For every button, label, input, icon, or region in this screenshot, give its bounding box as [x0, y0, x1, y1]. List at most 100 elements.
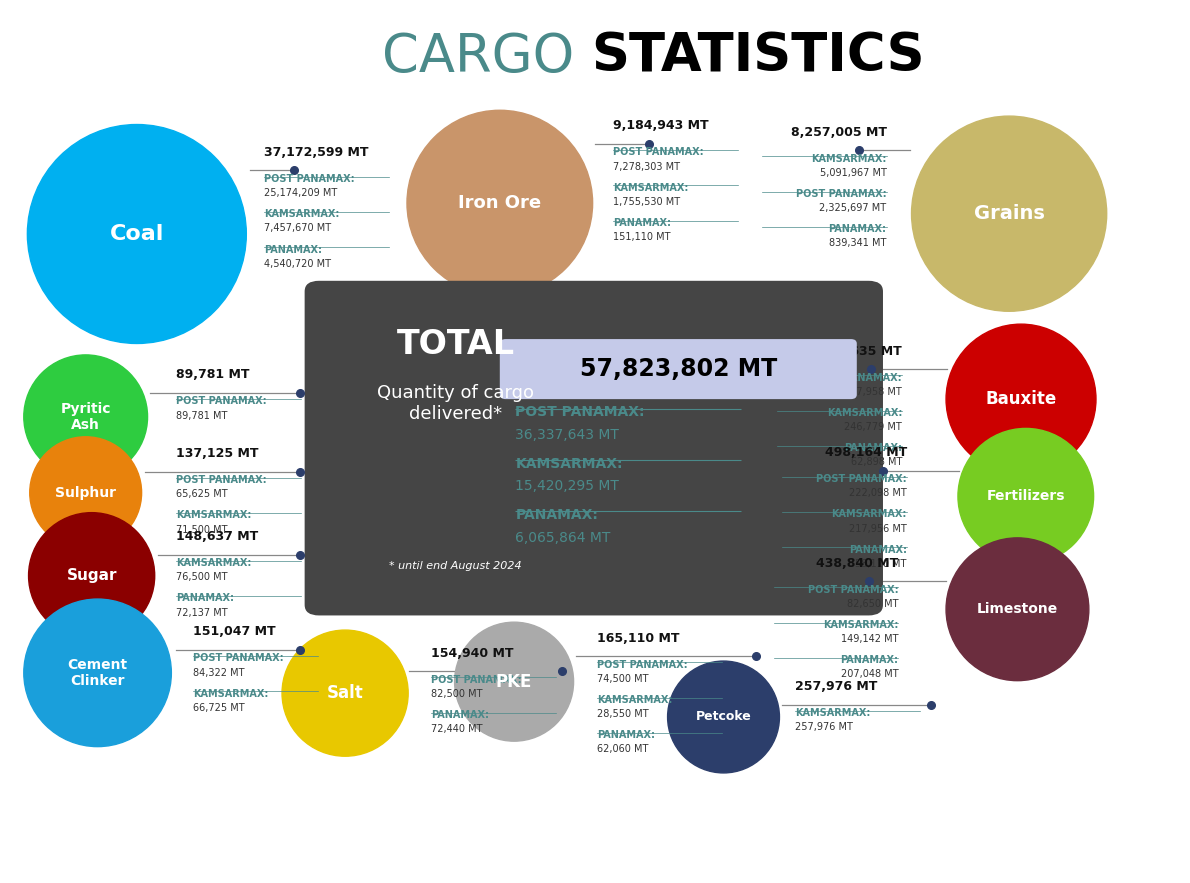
Text: 58,110 MT: 58,110 MT [856, 559, 907, 569]
Text: Quantity of cargo
delivered*: Quantity of cargo delivered* [377, 384, 534, 423]
Text: PANAMAX:: PANAMAX: [613, 218, 671, 228]
Text: 57,823,802 MT: 57,823,802 MT [580, 357, 777, 381]
Text: 857,958 MT: 857,958 MT [844, 387, 902, 396]
Ellipse shape [24, 599, 171, 747]
Text: 82,650 MT: 82,650 MT [847, 599, 898, 608]
Text: PANAMAX:: PANAMAX: [840, 655, 898, 665]
Text: 6,065,864 MT: 6,065,864 MT [515, 531, 610, 545]
Text: 71,500 MT: 71,500 MT [176, 525, 227, 534]
Text: 66,725 MT: 66,725 MT [193, 703, 244, 713]
Text: Petcoke: Petcoke [696, 711, 751, 723]
Ellipse shape [912, 116, 1107, 312]
Text: POST PANAMAX:: POST PANAMAX: [816, 474, 907, 484]
Text: PANAMAX:: PANAMAX: [844, 443, 902, 453]
Text: KAMSARMAX:: KAMSARMAX: [515, 457, 622, 471]
Text: POST PANAMAX:: POST PANAMAX: [613, 147, 703, 157]
Text: 5,091,967 MT: 5,091,967 MT [820, 168, 887, 177]
Text: 84,322 MT: 84,322 MT [193, 668, 244, 677]
Text: 36,337,643 MT: 36,337,643 MT [515, 428, 619, 442]
Text: POST PANAMAX:: POST PANAMAX: [176, 475, 267, 485]
Text: 15,420,295 MT: 15,420,295 MT [515, 479, 619, 494]
Text: 257,976 MT: 257,976 MT [795, 680, 877, 693]
Ellipse shape [455, 623, 574, 741]
Text: Pyritic
Ash: Pyritic Ash [61, 402, 111, 432]
Ellipse shape [30, 437, 142, 548]
Text: Fertilizers: Fertilizers [987, 489, 1065, 503]
Text: CARGO: CARGO [382, 31, 591, 83]
Text: 165,110 MT: 165,110 MT [597, 631, 679, 645]
FancyBboxPatch shape [500, 339, 857, 399]
Text: Limestone: Limestone [977, 602, 1058, 616]
Text: * until end August 2024: * until end August 2024 [389, 562, 522, 571]
Text: 1,167,635 MT: 1,167,635 MT [807, 344, 902, 358]
Text: 9,184,943 MT: 9,184,943 MT [613, 119, 708, 132]
Text: PKE: PKE [496, 673, 532, 691]
Text: PANAMAX:: PANAMAX: [848, 545, 907, 555]
Text: 148,637 MT: 148,637 MT [176, 530, 258, 543]
Text: Iron Ore: Iron Ore [458, 194, 541, 212]
Ellipse shape [407, 110, 593, 296]
Text: 4,540,720 MT: 4,540,720 MT [264, 259, 331, 268]
Text: 222,098 MT: 222,098 MT [848, 488, 907, 498]
Text: 8,257,005 MT: 8,257,005 MT [790, 125, 887, 139]
Text: 82,500 MT: 82,500 MT [431, 689, 482, 698]
Text: KAMSARMAX:: KAMSARMAX: [264, 209, 339, 219]
Text: KAMSARMAX:: KAMSARMAX: [176, 558, 251, 568]
Text: 217,956 MT: 217,956 MT [848, 524, 907, 533]
Text: 2,325,697 MT: 2,325,697 MT [820, 203, 887, 213]
Text: 498,164 MT: 498,164 MT [825, 446, 907, 459]
Text: 137,125 MT: 137,125 MT [176, 447, 258, 460]
Text: STATISTICS: STATISTICS [591, 31, 925, 83]
Ellipse shape [282, 630, 408, 756]
Text: KAMSARMAX:: KAMSARMAX: [176, 510, 251, 520]
Text: 65,625 MT: 65,625 MT [176, 489, 227, 499]
Ellipse shape [958, 428, 1094, 564]
Text: KAMSARMAX:: KAMSARMAX: [597, 695, 672, 705]
Text: POST PANAMAX:: POST PANAMAX: [796, 189, 887, 199]
Ellipse shape [27, 125, 246, 343]
Text: PANAMAX:: PANAMAX: [431, 710, 489, 720]
Ellipse shape [946, 324, 1096, 474]
Text: Salt: Salt [327, 684, 363, 702]
Text: POST PANAMAX:: POST PANAMAX: [597, 660, 688, 669]
Text: POST PANAMAX:: POST PANAMAX: [431, 675, 521, 684]
Text: POST PANAMAX:: POST PANAMAX: [176, 396, 267, 406]
Text: KAMSARMAX:: KAMSARMAX: [832, 509, 907, 519]
Text: Sugar: Sugar [67, 569, 117, 583]
Text: POST PANAMAX:: POST PANAMAX: [812, 373, 902, 382]
Text: 839,341 MT: 839,341 MT [829, 238, 887, 248]
Text: Bauxite: Bauxite [985, 390, 1057, 408]
Text: 207,048 MT: 207,048 MT [841, 669, 898, 679]
Text: 62,898 MT: 62,898 MT [851, 457, 902, 467]
Text: TOTAL: TOTAL [396, 328, 515, 361]
Text: 62,060 MT: 62,060 MT [597, 744, 649, 754]
Ellipse shape [946, 538, 1089, 681]
Text: 151,047 MT: 151,047 MT [193, 625, 275, 638]
Ellipse shape [24, 355, 148, 479]
Text: POST PANAMAX:: POST PANAMAX: [515, 405, 645, 419]
Text: 89,781 MT: 89,781 MT [176, 411, 227, 420]
Text: Sulphur: Sulphur [55, 486, 117, 500]
Text: POST PANAMAX:: POST PANAMAX: [264, 174, 355, 184]
Text: 72,440 MT: 72,440 MT [431, 724, 482, 734]
Text: Grains: Grains [973, 204, 1045, 223]
Text: 74,500 MT: 74,500 MT [597, 674, 649, 683]
Text: 149,142 MT: 149,142 MT [841, 634, 898, 644]
Ellipse shape [668, 661, 779, 773]
Text: KAMSARMAX:: KAMSARMAX: [613, 183, 688, 192]
Text: Cement
Clinker: Cement Clinker [68, 658, 127, 688]
Text: 151,110 MT: 151,110 MT [613, 232, 670, 242]
Text: 7,278,303 MT: 7,278,303 MT [613, 162, 679, 171]
Text: 154,940 MT: 154,940 MT [431, 646, 513, 660]
Text: 246,779 MT: 246,779 MT [844, 422, 902, 432]
Text: PANAMAX:: PANAMAX: [176, 593, 234, 603]
FancyBboxPatch shape [305, 281, 883, 615]
Text: KAMSARMAX:: KAMSARMAX: [193, 689, 268, 698]
Text: 89,781 MT: 89,781 MT [176, 368, 250, 381]
Text: POST PANAMAX:: POST PANAMAX: [193, 653, 283, 663]
Text: 257,976 MT: 257,976 MT [795, 722, 853, 732]
Text: KAMSARMAX:: KAMSARMAX: [812, 154, 887, 163]
Text: 1,755,530 MT: 1,755,530 MT [613, 197, 679, 207]
Text: 72,137 MT: 72,137 MT [176, 608, 227, 617]
Text: 37,172,599 MT: 37,172,599 MT [264, 146, 369, 159]
